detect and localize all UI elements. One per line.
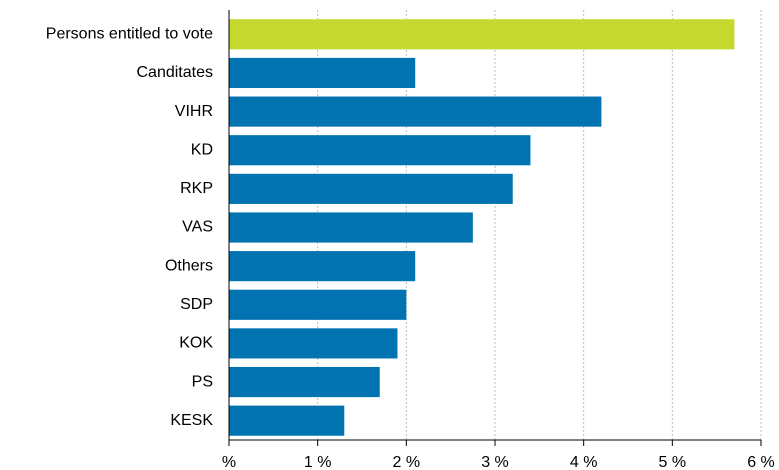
bar: [229, 328, 398, 359]
bar: [229, 251, 416, 282]
y-tick-label: VAS: [182, 219, 213, 236]
bar: [229, 212, 473, 243]
y-tick-label: Canditates: [137, 64, 214, 81]
y-tick-label: Others: [165, 257, 213, 274]
x-tick-label: %: [222, 454, 236, 470]
bar: [229, 96, 602, 127]
y-tick-label: KD: [191, 141, 213, 158]
x-tick-label: 6 %: [747, 454, 775, 470]
y-tick-label: Persons entitled to vote: [46, 26, 213, 43]
bar: [229, 173, 513, 204]
x-tick-label: 4 %: [570, 454, 598, 470]
bar: [229, 19, 735, 50]
y-tick-label: KESK: [170, 412, 213, 429]
bar: [229, 57, 416, 89]
x-tick-label: 5 %: [659, 454, 687, 470]
x-tick-label: 3 %: [481, 454, 509, 470]
y-tick-label: SDP: [180, 296, 213, 313]
y-tick-label: KOK: [179, 335, 213, 352]
bar: [229, 135, 531, 166]
y-tick-label: RKP: [180, 180, 213, 197]
bar: [229, 289, 407, 320]
bar: [229, 366, 380, 398]
bar: [229, 405, 345, 436]
x-tick-label: 2 %: [393, 454, 421, 470]
y-tick-label: VIHR: [175, 103, 213, 120]
x-tick-label: 1 %: [304, 454, 332, 470]
y-tick-label: PS: [192, 373, 213, 390]
